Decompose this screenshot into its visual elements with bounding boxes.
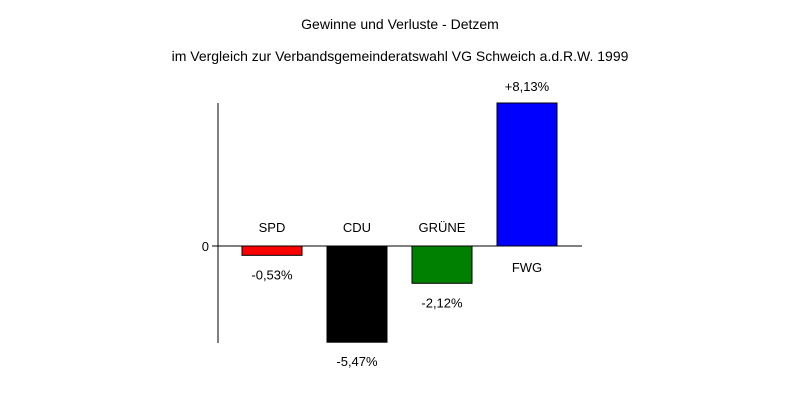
data-label: +8,13% xyxy=(505,79,550,94)
chart-title: Gewinne und Verluste - Detzem xyxy=(301,16,499,32)
category-label: FWG xyxy=(512,260,542,275)
category-label: SPD xyxy=(259,220,286,235)
y-tick-label-0: 0 xyxy=(202,239,209,254)
data-label: -5,47% xyxy=(336,354,378,369)
category-label: GRÜNE xyxy=(419,220,466,235)
chart-subtitle: im Vergleich zur Verbandsgemeinderatswah… xyxy=(171,48,629,64)
bar-fwg xyxy=(496,102,558,247)
data-label: -2,12% xyxy=(421,295,463,310)
data-label: -0,53% xyxy=(251,267,293,282)
bar-spd xyxy=(241,245,303,256)
category-label: CDU xyxy=(343,220,371,235)
bar-grüne xyxy=(411,245,473,284)
bar-cdu xyxy=(326,245,388,343)
